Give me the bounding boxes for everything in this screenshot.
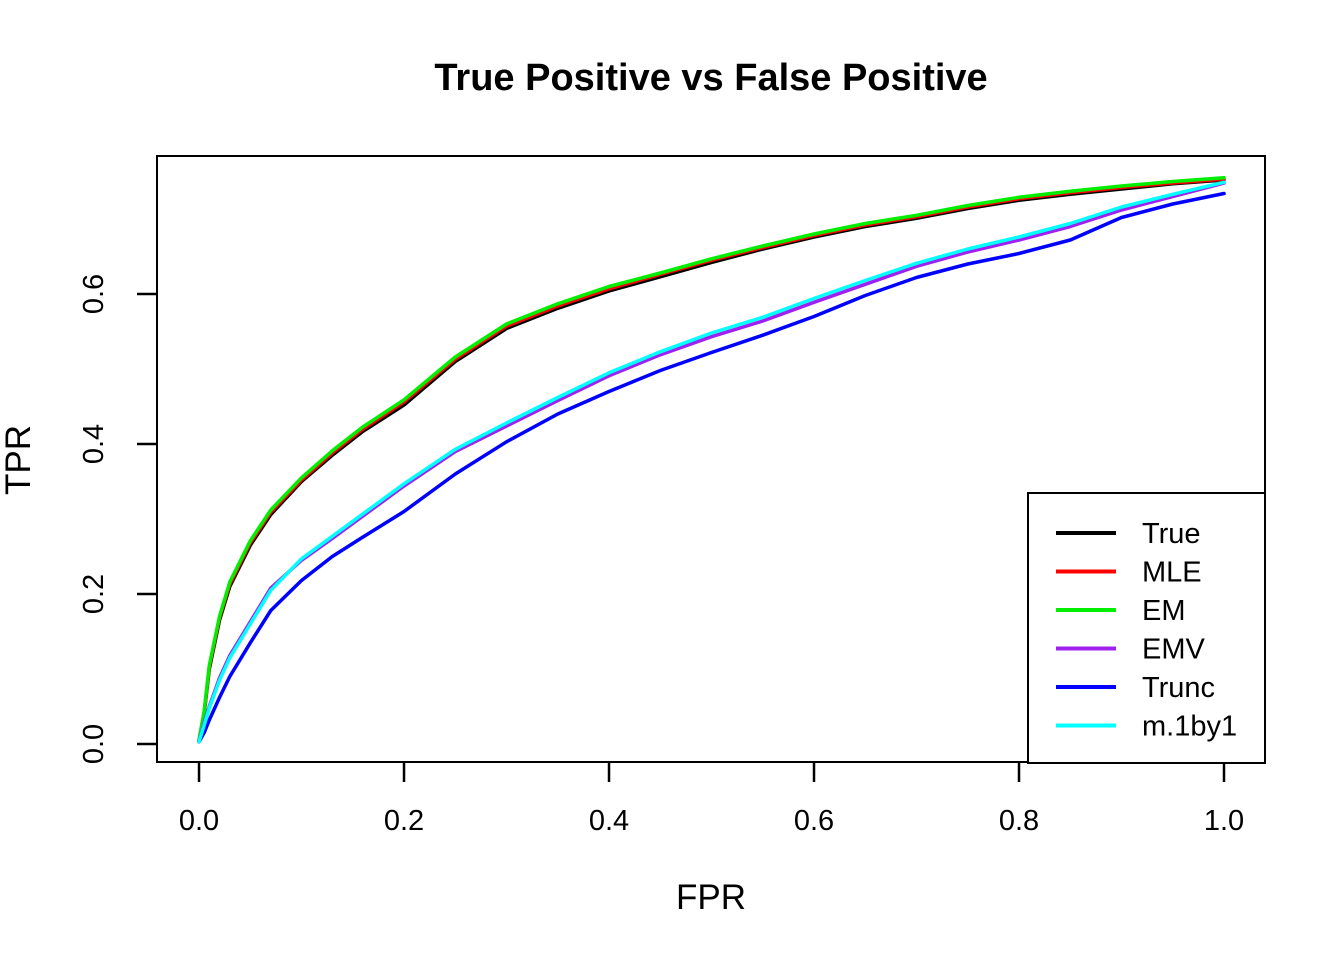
x-tick-label: 0.6 bbox=[794, 805, 834, 837]
legend-label-em: EM bbox=[1142, 595, 1186, 627]
y-tick-label: 0.0 bbox=[78, 724, 110, 764]
legend-label-emv: EMV bbox=[1142, 634, 1206, 666]
legend-box bbox=[1027, 492, 1266, 764]
legend-label-m-1by1: m.1by1 bbox=[1142, 711, 1237, 743]
x-tick-label: 1.0 bbox=[1204, 805, 1244, 837]
legend-label-true: True bbox=[1142, 518, 1201, 550]
legend-label-trunc: Trunc bbox=[1142, 672, 1215, 704]
y-tick-label: 0.2 bbox=[78, 574, 110, 614]
y-tick-label: 0.6 bbox=[78, 274, 110, 314]
roc-curve-trunc bbox=[197, 191, 1226, 744]
chart-title: True Positive vs False Positive bbox=[434, 57, 988, 99]
x-tick-label: 0.2 bbox=[384, 805, 424, 837]
y-tick-label: 0.4 bbox=[78, 424, 110, 464]
legend-label-mle: MLE bbox=[1142, 557, 1202, 589]
plot-border bbox=[156, 155, 1266, 763]
x-tick-label: 0.0 bbox=[179, 805, 219, 837]
x-tick-label: 0.8 bbox=[999, 805, 1039, 837]
roc-curve-m-1by1 bbox=[197, 180, 1226, 744]
x-tick-label: 0.4 bbox=[589, 805, 629, 837]
x-axis-label: FPR bbox=[676, 878, 746, 917]
roc-curve-em bbox=[197, 176, 1226, 743]
y-axis-label: TPR bbox=[0, 425, 38, 495]
